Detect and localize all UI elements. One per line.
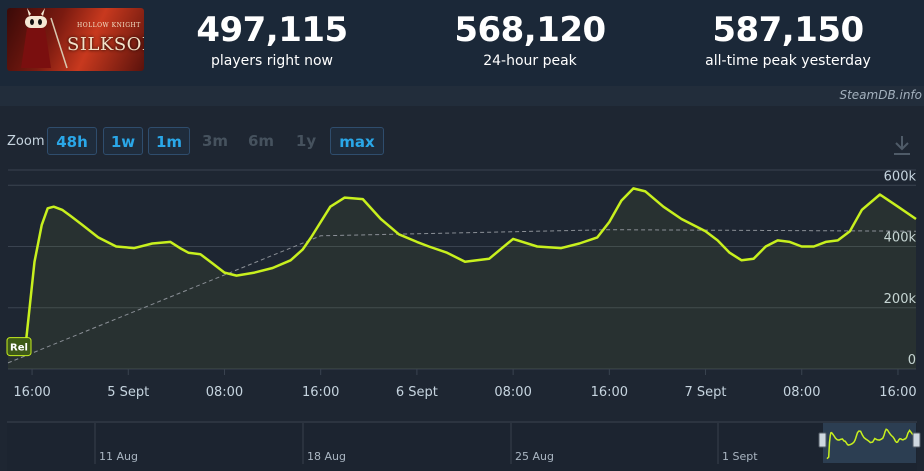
zoom-label: Zoom <box>7 134 45 149</box>
navigator-tick-label: 25 Aug <box>515 450 554 463</box>
x-tick-label: 7 Sept <box>685 385 727 400</box>
chart-area <box>0 106 924 471</box>
zoom-48h-button[interactable]: 48h <box>47 127 97 155</box>
x-tick-label: 16:00 <box>591 385 628 400</box>
x-tick-label: 5 Sept <box>107 385 149 400</box>
navigator-tick-label: 18 Aug <box>307 450 346 463</box>
release-badge <box>6 337 32 357</box>
stat-value: 568,120 <box>454 10 606 50</box>
navigator-tick-label: 11 Aug <box>99 450 138 463</box>
logo-title: SILKSONG <box>67 34 144 55</box>
x-tick-label: 16:00 <box>302 385 339 400</box>
stat-label: all-time peak yesterday <box>705 53 871 69</box>
x-tick-label: 6 Sept <box>396 385 438 400</box>
x-tick-label: 08:00 <box>206 385 243 400</box>
x-axis: 16:00 5 Sept 08:00 16:00 6 Sept 08:00 16:00 7 S… <box>13 385 916 400</box>
logo-subtitle: HOLLOW KNIGHT <box>77 22 141 29</box>
navigator-window[interactable] <box>823 423 916 463</box>
x-tick-label: 16:00 <box>879 385 916 400</box>
navigator[interactable]: 11 Aug 18 Aug 25 Aug 1 Sept <box>7 421 921 471</box>
navigator-series-line <box>826 428 914 460</box>
release-badge-label: Rel <box>10 343 28 354</box>
x-tick-label: 08:00 <box>783 385 820 400</box>
navigator-tick-label: 1 Sept <box>722 450 758 463</box>
navigator-left-handle[interactable] <box>818 432 827 448</box>
zoom-6m-button[interactable]: 6m <box>247 132 275 150</box>
x-tick-label: 08:00 <box>494 385 531 400</box>
navigator-track <box>7 423 917 471</box>
stat-24h-peak: 568,120 24-hour peak <box>430 8 630 70</box>
stat-value: 587,150 <box>712 10 864 50</box>
zoom-1y-button[interactable]: 1y <box>295 132 317 150</box>
header: HOLLOW KNIGHT SILKSONG 497,115 players r… <box>0 0 924 86</box>
zoom-1m-button[interactable]: 1m <box>148 127 190 155</box>
stat-all-time-peak: 587,150 all-time peak yesterday <box>688 8 888 70</box>
y-tick-label: 0 <box>908 353 916 368</box>
navigator-right-handle[interactable] <box>912 432 921 448</box>
y-tick-label: 600k <box>884 169 917 184</box>
stat-label: players right now <box>211 53 333 69</box>
stat-value: 497,115 <box>196 10 348 50</box>
x-tick-label: 16:00 <box>13 385 50 400</box>
y-tick-label: 400k <box>884 231 917 246</box>
steamdb-credit[interactable]: SteamDB.info <box>839 88 922 102</box>
series-average-line <box>7 229 917 364</box>
stat-label: 24-hour peak <box>483 53 577 69</box>
header-band <box>0 86 924 106</box>
game-logo[interactable]: HOLLOW KNIGHT SILKSONG <box>7 8 144 71</box>
series-players-line <box>7 187 917 352</box>
knight-figure-icon <box>21 8 68 69</box>
y-tick-label: 200k <box>884 292 917 307</box>
zoom-1w-button[interactable]: 1w <box>103 127 143 155</box>
download-icon[interactable] <box>892 134 912 156</box>
grid-layer: 0 200k 400k 600k <box>8 169 916 375</box>
zoom-max-button[interactable]: max <box>330 127 384 155</box>
stat-players-now: 497,115 players right now <box>172 8 372 70</box>
series-players-area <box>8 188 916 369</box>
series-layer: Rel <box>6 187 917 369</box>
zoom-3m-button[interactable]: 3m <box>201 132 229 150</box>
